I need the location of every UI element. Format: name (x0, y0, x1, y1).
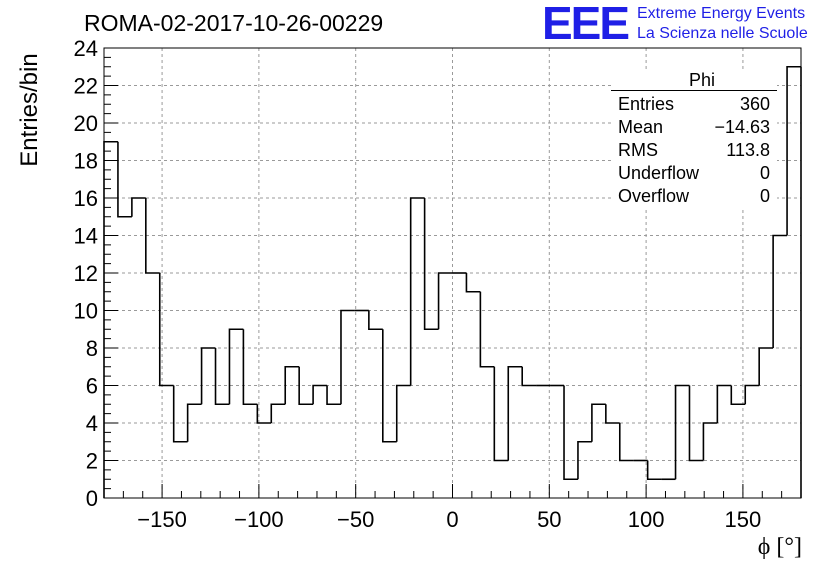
y-tick-label: 12 (74, 261, 98, 286)
histogram-bin (256, 404, 272, 424)
stats-box: Phi Entries 360 Mean −14.63 RMS 113.8 Un… (611, 70, 777, 208)
histogram-bin (479, 291, 495, 368)
histogram-bin (117, 141, 132, 218)
x-tick-label: −100 (234, 507, 284, 532)
y-tick-label: 16 (74, 186, 98, 211)
histogram-bin (563, 385, 578, 481)
histogram-bin (270, 403, 286, 423)
stats-row-underflow: Underflow 0 (611, 162, 777, 185)
stats-value: −14.63 (714, 117, 770, 137)
histogram-bin (591, 403, 606, 442)
y-tick-label: 20 (74, 111, 98, 136)
x-tick-label: −50 (337, 507, 374, 532)
histogram-bin (158, 273, 174, 387)
x-tick-label: 150 (725, 507, 762, 532)
stats-row-mean: Mean −14.63 (611, 116, 777, 139)
x-axis-label: ϕ [°] (757, 534, 802, 560)
stats-row-entries: Entries 360 (611, 93, 777, 116)
stats-label: Entries (618, 94, 675, 114)
histogram-bin (312, 384, 328, 405)
histogram-bin (423, 198, 439, 331)
histogram-bin (200, 347, 216, 405)
histogram-bin (605, 404, 620, 424)
stats-value: 360 (739, 94, 770, 114)
histogram-bin (618, 423, 634, 462)
y-tick-label: 18 (74, 149, 98, 174)
histogram-bin (298, 366, 314, 406)
y-tick-label: 22 (74, 74, 98, 99)
stats-label: Mean (618, 117, 664, 137)
histogram-bin (409, 197, 425, 386)
histogram-bin (744, 384, 760, 405)
histogram-bin (382, 329, 397, 443)
x-tick-label: 0 (446, 507, 458, 532)
x-tick-label: −150 (137, 507, 187, 532)
y-axis-label: Entries/bin (16, 53, 43, 167)
histogram-bin (214, 348, 230, 406)
histogram-bin (493, 366, 509, 462)
stats-label: Underflow (618, 163, 700, 183)
y-tick-label: 4 (86, 411, 98, 436)
y-tick-label: 10 (74, 299, 98, 324)
plot-frame (103, 47, 802, 499)
stats-value: 0 (759, 163, 770, 183)
stats-label: RMS (618, 140, 658, 160)
stats-label: Overflow (618, 186, 690, 206)
histogram-bin (172, 385, 188, 443)
histogram-bin (228, 328, 244, 405)
histogram-bin (340, 309, 355, 405)
histogram-bin (437, 272, 453, 330)
stats-row-rms: RMS 113.8 (611, 139, 777, 162)
logo-text-line1: Extreme Energy Events (637, 5, 806, 22)
histogram-bin (145, 198, 160, 274)
y-tick-label: 14 (74, 224, 98, 249)
y-tick-label: 2 (86, 449, 98, 474)
y-tick-label: 6 (86, 374, 98, 399)
tick-labels: −150 −100 −50 0 50 100 15002468101214161820222… (74, 36, 762, 532)
histogram-bin (716, 384, 732, 423)
histogram-bin (702, 422, 718, 461)
stats-row-overflow: Overflow 0 (611, 185, 777, 208)
histogram-bin (577, 440, 592, 480)
histogram-bin (395, 384, 411, 442)
chart-title: ROMA-02-2017-10-26-00229 (84, 10, 384, 36)
histogram-bin (786, 65, 801, 236)
y-tick-label: 8 (86, 336, 98, 361)
histogram-bin (688, 385, 704, 462)
histogram-bin (465, 273, 481, 293)
histogram-bin (521, 366, 537, 387)
logo-text-line2: La Scienza nelle Scuole (637, 25, 808, 42)
histogram-bin (507, 365, 523, 461)
histogram-bin (368, 310, 383, 331)
histogram-bin (242, 329, 258, 406)
y-tick-label: 0 (86, 486, 98, 511)
eee-logo: EEE (542, 0, 630, 49)
x-tick-label: 50 (537, 507, 561, 532)
histogram-bin (186, 403, 202, 442)
histogram-bin (758, 347, 774, 386)
histogram-bin (326, 385, 341, 406)
stats-value: 113.8 (726, 140, 770, 160)
stats-title: Phi (611, 70, 777, 91)
histogram-bin (131, 197, 146, 217)
histogram-bin (674, 384, 690, 480)
histogram-bin (284, 365, 300, 405)
x-tick-label: 100 (628, 507, 665, 532)
histogram-bin (772, 234, 788, 348)
y-tick-label: 24 (74, 36, 98, 61)
histogram-bin (730, 385, 746, 406)
stats-value: 0 (759, 186, 770, 206)
histogram-bin (646, 460, 662, 481)
